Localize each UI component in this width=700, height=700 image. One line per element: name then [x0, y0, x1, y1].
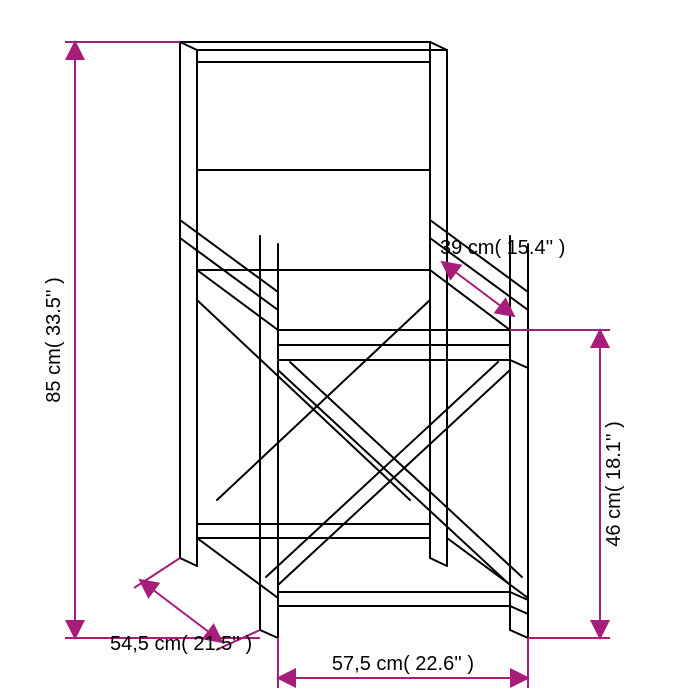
dimension-diagram: 85 cm( 33.5'' ) 54,5 cm( 21.5'' ) 57,5 c…	[0, 0, 700, 700]
dim-depth-label: 54,5 cm( 21.5'' )	[110, 633, 252, 655]
dim-width-label: 57,5 cm( 22.6'' )	[332, 653, 474, 675]
chair-drawing	[180, 42, 528, 638]
dim-height-label: 85 cm( 33.5'' )	[43, 277, 65, 402]
dim-seat-height-label: 46 cm( 18.1'' )	[603, 421, 625, 546]
dim-seat-depth-label: 39 cm( 15.4'' )	[440, 237, 565, 259]
dim-seat-depth-line	[442, 262, 514, 316]
